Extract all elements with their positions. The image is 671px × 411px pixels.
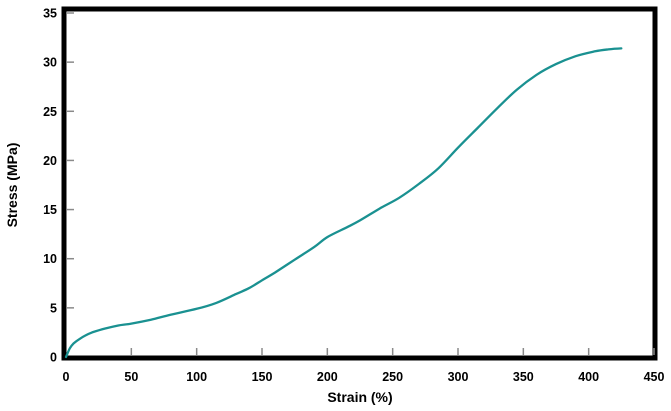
x-axis-title: Strain (%) <box>327 389 392 405</box>
y-tick-label: 30 <box>43 56 57 70</box>
y-tick-label: 20 <box>43 154 57 168</box>
y-tick-label: 25 <box>43 105 57 119</box>
x-tick-label: 0 <box>63 370 70 384</box>
x-tick-label: 150 <box>252 370 273 384</box>
x-tick-label: 100 <box>186 370 207 384</box>
x-tick-label: 400 <box>578 370 599 384</box>
series-group <box>64 47 623 359</box>
y-tick-label: 5 <box>50 301 57 315</box>
stress-strain-curve <box>64 47 623 359</box>
x-tick-label: 300 <box>448 370 469 384</box>
x-tick-label: 50 <box>124 370 138 384</box>
y-axis-title: Stress (MPa) <box>4 143 20 228</box>
y-tick-label: 15 <box>43 203 57 217</box>
axis-ticks <box>67 12 655 355</box>
y-tick-label: 0 <box>50 351 57 365</box>
chart-frame <box>61 6 658 361</box>
y-tick-label: 10 <box>43 252 57 266</box>
x-tick-label: 350 <box>513 370 534 384</box>
x-tick-label: 250 <box>382 370 403 384</box>
x-tick-label: 450 <box>644 370 665 384</box>
x-tick-label: 200 <box>317 370 338 384</box>
axis-tick-labels: 0 50 100 150 200 250 300 350 400 450 0 5 10 15 20 25 30 3… <box>43 7 664 385</box>
y-tick-label: 35 <box>43 7 57 21</box>
